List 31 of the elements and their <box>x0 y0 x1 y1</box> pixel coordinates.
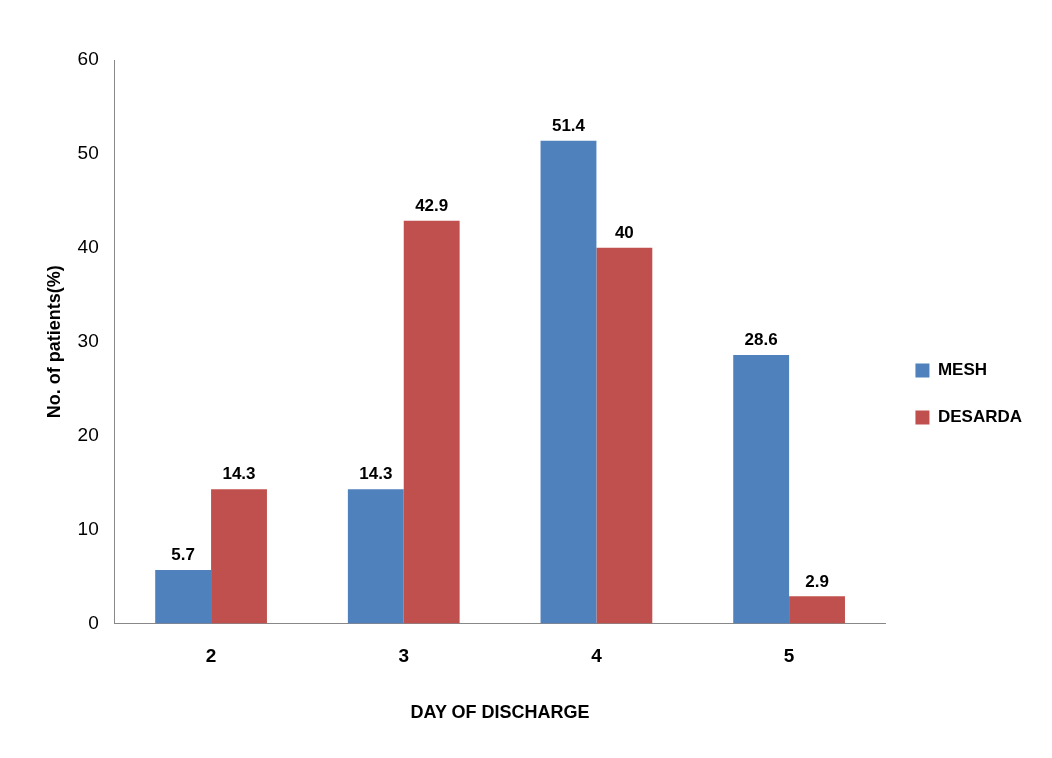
y-tick-label: 30 <box>77 330 99 352</box>
data-label: 2.9 <box>805 571 829 591</box>
data-label: 42.9 <box>415 195 449 215</box>
legend-label: DESARDA <box>937 407 1022 427</box>
data-label: 40 <box>614 223 634 243</box>
bar <box>540 140 597 624</box>
y-axis-title: No. of patients(%) <box>43 265 64 419</box>
data-label: 28.6 <box>744 330 778 350</box>
y-tick-label: 0 <box>88 611 99 633</box>
x-tick-label: 4 <box>591 645 603 667</box>
bar <box>733 354 790 624</box>
data-label: 14.3 <box>222 464 256 484</box>
bar <box>789 596 845 624</box>
y-tick-label: 20 <box>77 423 99 445</box>
x-tick-label: 5 <box>783 645 795 667</box>
x-tick-label: 2 <box>205 645 217 667</box>
x-tick-label: 3 <box>398 645 410 667</box>
y-tick-label: 60 <box>77 48 99 70</box>
legend-label: MESH <box>937 360 988 380</box>
x-axis-title: DAY OF DISCHARGE <box>410 702 590 723</box>
bar <box>347 489 404 624</box>
data-label: 51.4 <box>551 115 586 135</box>
y-tick-label: 10 <box>77 517 99 539</box>
data-label: 5.7 <box>171 545 195 565</box>
y-tick-label: 40 <box>77 236 99 258</box>
bar <box>211 489 267 624</box>
bar <box>155 570 212 624</box>
data-label: 14.3 <box>359 464 393 484</box>
bar <box>596 247 653 624</box>
bar <box>403 220 460 624</box>
y-tick-label: 50 <box>77 142 99 164</box>
